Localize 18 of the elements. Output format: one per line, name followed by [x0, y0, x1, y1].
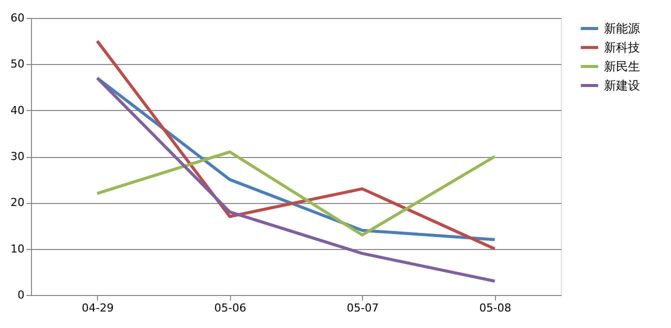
y-tick-label: 30 — [10, 150, 24, 163]
x-tick-label: 05-07 — [346, 302, 379, 314]
x-tick-label: 04-29 — [82, 302, 114, 314]
legend-label: 新科技 — [604, 40, 640, 54]
y-tick-label: 10 — [10, 242, 24, 256]
y-tick-label: 40 — [10, 104, 24, 117]
x-tick-label: 05-06 — [214, 302, 246, 314]
x-tick-label: 05-08 — [479, 302, 512, 314]
line-series — [96, 76, 496, 283]
line-series — [96, 40, 496, 250]
legend-label: 新能源 — [604, 22, 640, 36]
line-series — [96, 150, 496, 236]
y-tick-label: 0 — [18, 288, 24, 302]
y-tick-label: 20 — [10, 196, 24, 210]
legend-label: 新建设 — [604, 78, 640, 92]
legend-label: 新民生 — [604, 60, 640, 74]
y-tick-label: 60 — [10, 12, 24, 24]
y-tick-label: 50 — [10, 58, 24, 71]
